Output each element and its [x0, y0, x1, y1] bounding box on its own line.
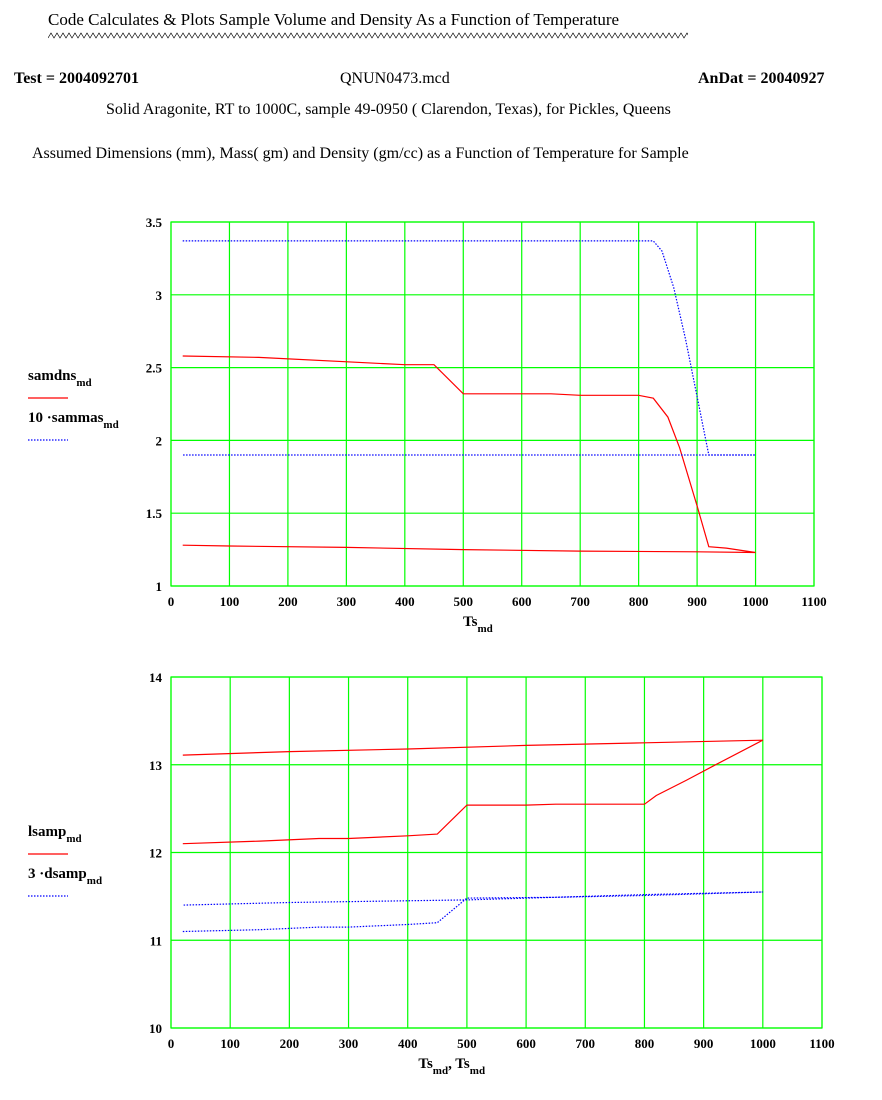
y-tick-label: 1 [156, 579, 163, 594]
x-tick-label: 1100 [809, 1036, 834, 1051]
x-tick-label: 700 [576, 1036, 596, 1051]
title-underline-zigzag [48, 32, 688, 39]
y-tick-label: 1.5 [146, 506, 163, 521]
y-tick-label: 3.5 [146, 215, 163, 230]
x-axis-label: Tsmd [463, 614, 493, 635]
x-tick-label: 500 [457, 1036, 477, 1051]
x-tick-label: 600 [516, 1036, 536, 1051]
x-tick-label: 1000 [743, 594, 769, 609]
series-line-lsamp-md [182, 739, 764, 845]
x-tick-label: 0 [168, 594, 175, 609]
y-tick-label: 12 [149, 846, 162, 861]
y-tick-label: 2 [156, 433, 163, 448]
x-tick-label: 0 [168, 1036, 175, 1051]
x-tick-label: 800 [629, 594, 649, 609]
zigzag-line [48, 32, 688, 39]
plot-caption: Assumed Dimensions (mm), Mass( gm) and D… [32, 145, 689, 162]
x-tick-label: 900 [687, 594, 707, 609]
x-tick-label: 300 [339, 1036, 359, 1051]
series-line-3-dsamp-md [182, 891, 763, 933]
x-tick-label: 900 [694, 1036, 714, 1051]
series-line-10-sammas-md [182, 240, 756, 456]
plot-frame [170, 676, 823, 1029]
x-tick-label: 600 [512, 594, 532, 609]
x-tick-label: 400 [398, 1036, 418, 1051]
page-title: Code Calculates & Plots Sample Volume an… [48, 10, 620, 29]
x-tick-label: 700 [570, 594, 590, 609]
analysis-date: AnDat = 20040927 [698, 70, 825, 87]
legend-label: samdnsmd [28, 368, 92, 389]
x-tick-label: 500 [454, 594, 474, 609]
y-tick-label: 3 [156, 288, 163, 303]
x-axis-label: Tsmd, Tsmd [418, 1056, 485, 1077]
file-name: QNUN0473.mcd [340, 70, 450, 87]
y-tick-label: 2.5 [146, 361, 163, 376]
x-tick-label: 1100 [801, 594, 826, 609]
y-tick-label: 13 [149, 758, 163, 773]
legend-label: lsampmd [28, 824, 82, 845]
x-tick-label: 1000 [750, 1036, 776, 1051]
test-id: Test = 2004092701 [14, 70, 139, 87]
x-tick-label: 200 [280, 1036, 300, 1051]
sample-description: Solid Aragonite, RT to 1000C, sample 49-… [106, 101, 671, 118]
x-tick-label: 100 [220, 594, 240, 609]
series-line-samdns-md [182, 355, 756, 554]
y-tick-label: 14 [149, 670, 163, 685]
y-tick-label: 10 [149, 1021, 162, 1036]
x-tick-label: 800 [635, 1036, 655, 1051]
legend-label: 10 ·sammasmd [28, 410, 119, 431]
x-tick-label: 400 [395, 594, 415, 609]
legend-label: 3 ·dsampmd [28, 866, 102, 887]
plot-frame [170, 221, 815, 587]
x-tick-label: 200 [278, 594, 298, 609]
x-tick-label: 300 [337, 594, 357, 609]
y-tick-label: 11 [150, 933, 162, 948]
x-tick-label: 100 [220, 1036, 240, 1051]
